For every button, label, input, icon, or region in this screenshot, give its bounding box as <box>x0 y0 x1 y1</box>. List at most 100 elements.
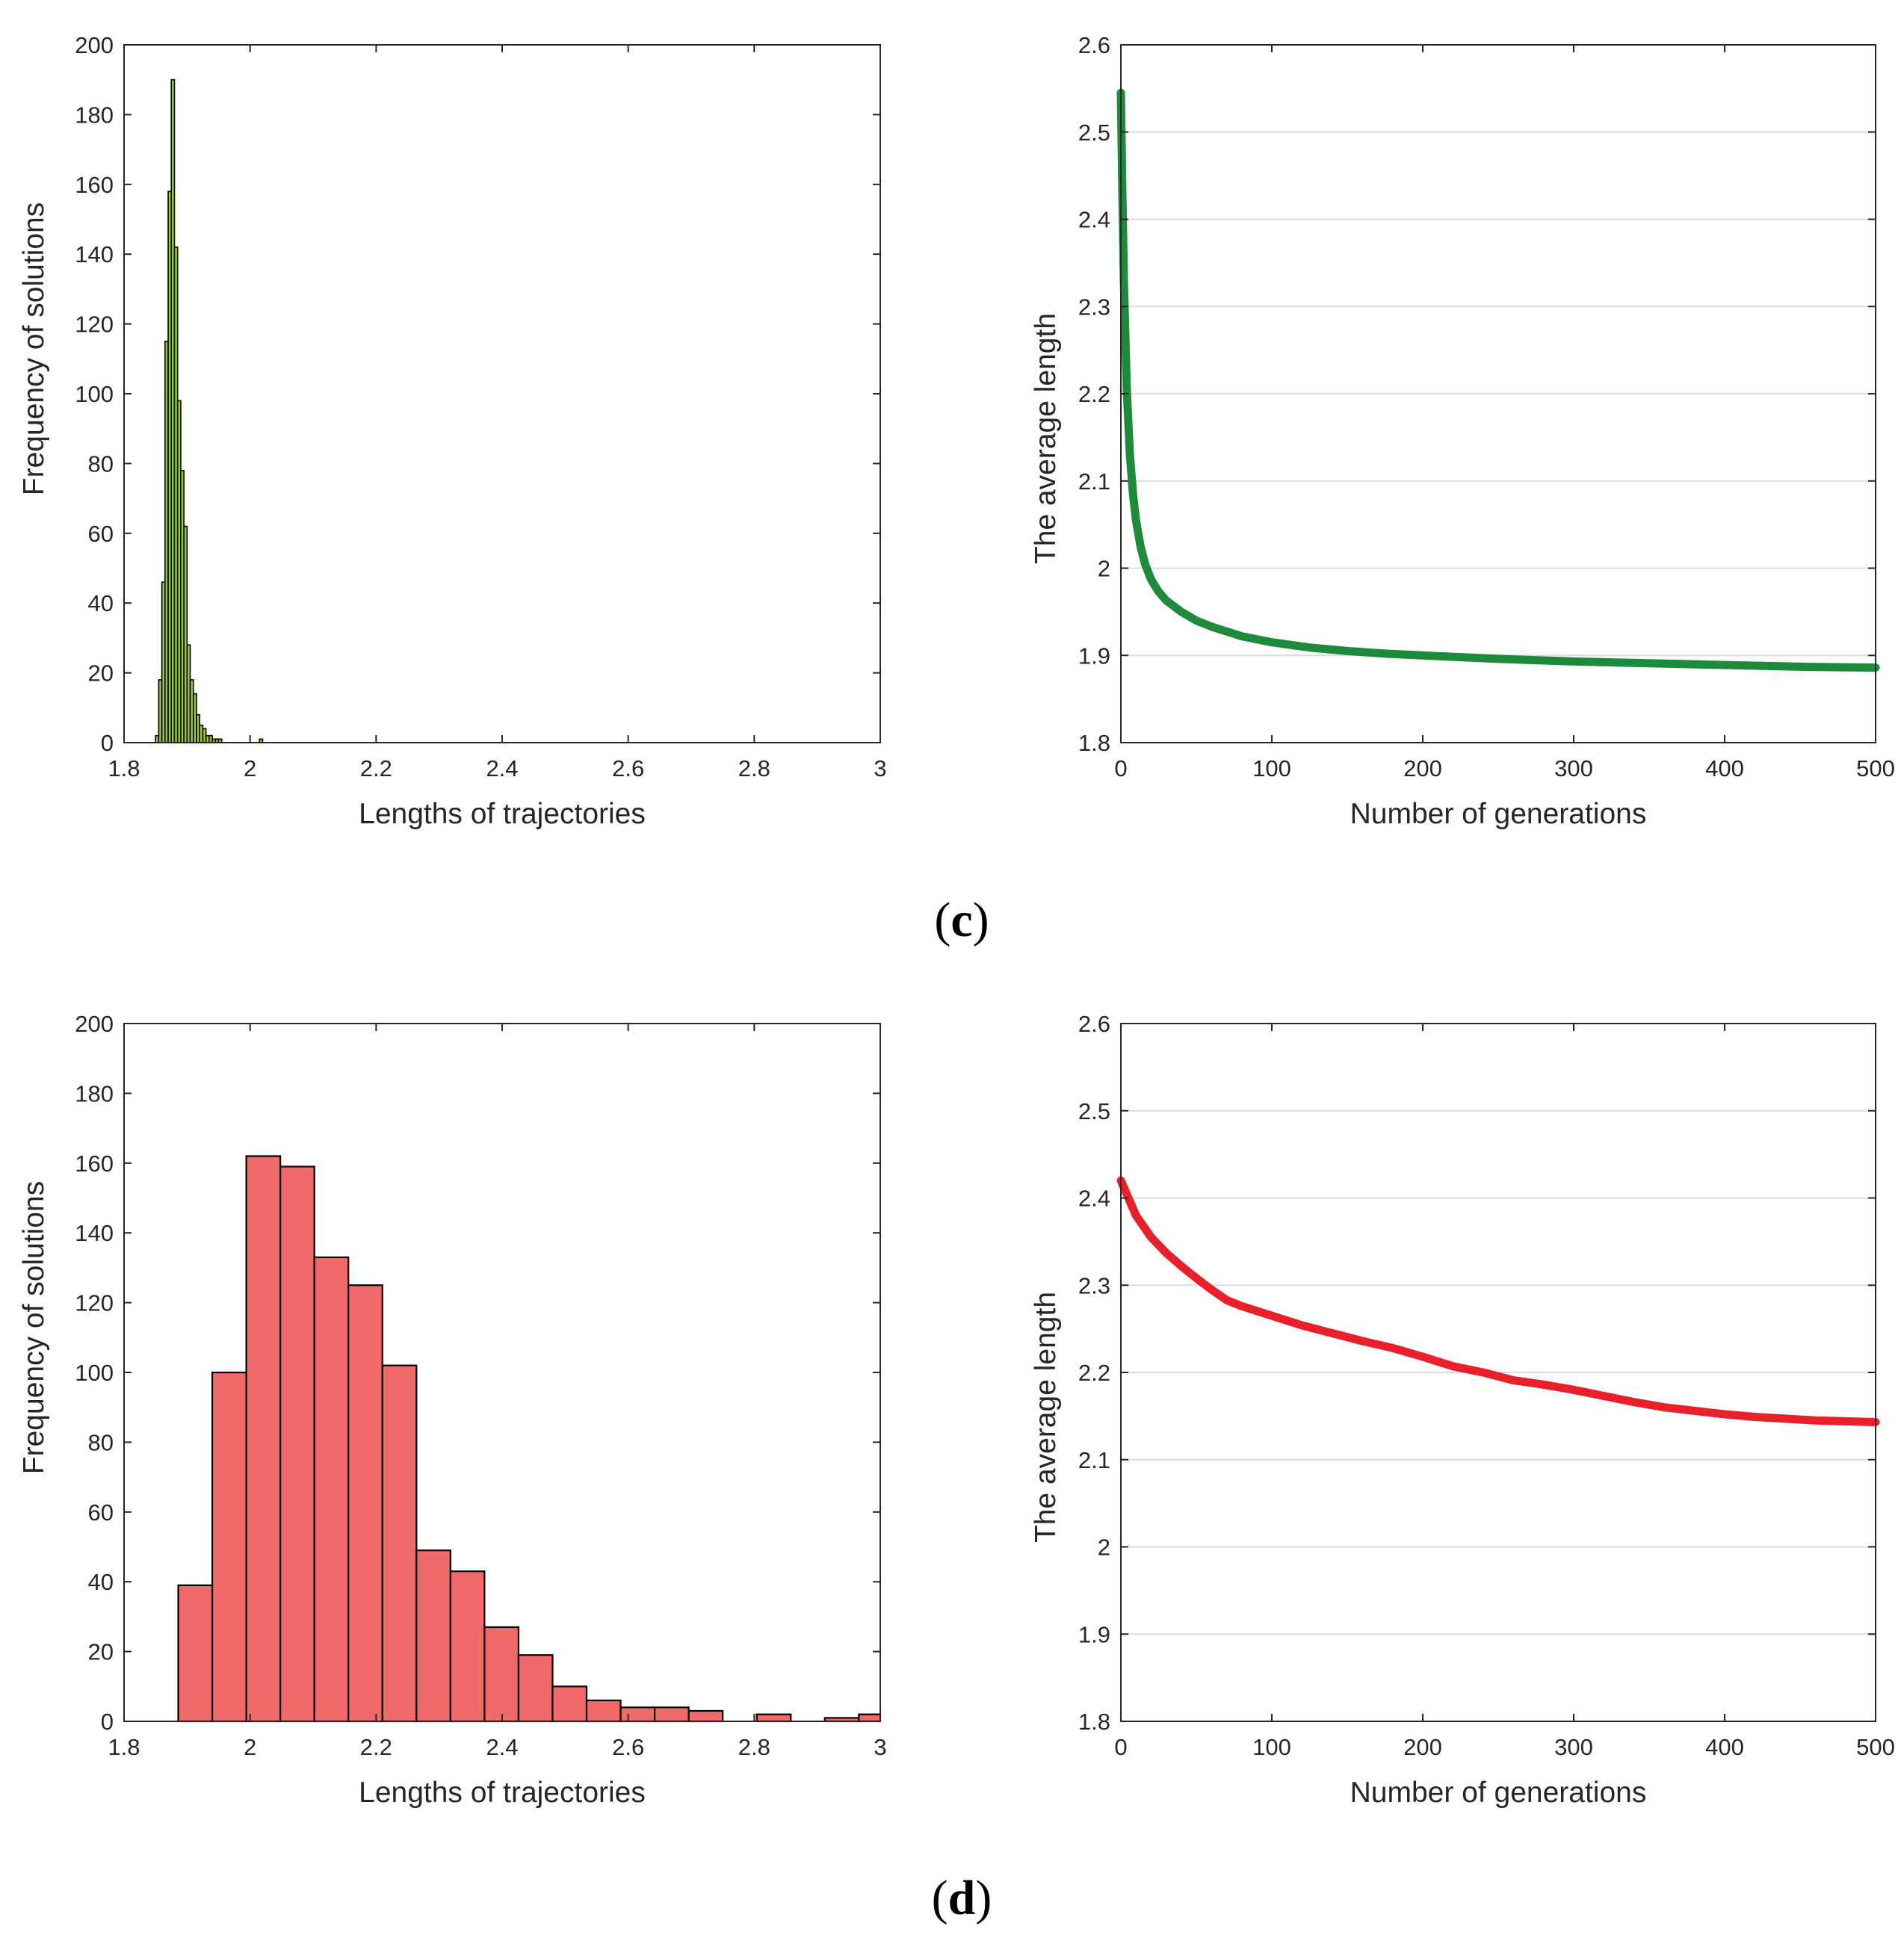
y-tick-label: 100 <box>75 381 114 407</box>
x-tick-label: 3 <box>874 755 886 781</box>
x-tick-label: 2 <box>244 755 256 781</box>
y-tick-label: 80 <box>88 451 114 477</box>
y-tick-label: 2.5 <box>1078 1098 1110 1124</box>
y-tick-label: 1.9 <box>1078 1621 1110 1647</box>
y-tick-label: 120 <box>75 1290 114 1316</box>
x-tick-label: 2.8 <box>738 1734 770 1760</box>
y-tick-label: 100 <box>75 1360 114 1386</box>
y-tick-label: 40 <box>88 1569 114 1595</box>
x-axis-label: Lengths of trajectories <box>359 1777 646 1809</box>
x-tick-label: 200 <box>1403 755 1442 781</box>
x-tick-label: 2.4 <box>486 1734 518 1760</box>
x-axis-label: Number of generations <box>1350 1777 1647 1809</box>
y-tick-label: 20 <box>88 1639 114 1665</box>
y-tick-label: 140 <box>75 241 114 267</box>
y-tick-label: 2.3 <box>1078 1272 1110 1298</box>
y-tick-label: 140 <box>75 1220 114 1246</box>
histogram-bar <box>483 1626 520 1723</box>
histogram-bar <box>585 1699 622 1723</box>
line-chart-d: 0 100 200 300 400 500 1.8 1.9 2 2.1 2.2 2.3 2.4 2.5 2.… <box>1030 1011 1895 1809</box>
line-chart-c: 0 100 200 300 400 500 1.8 1.9 2 2.1 2.2 2.3 2.4 2.5 2.… <box>1030 32 1895 830</box>
y-tick-label: 2.3 <box>1078 294 1110 320</box>
histogram-chart-d: 1.8 2 2.2 2.4 2.6 2.8 3 0 20 40 60 80 100 120 140 160 18… <box>18 1011 887 1809</box>
histogram-bar <box>177 1584 214 1723</box>
y-tick-label: 1.8 <box>1078 1709 1110 1735</box>
x-tick-label: 2.8 <box>738 755 770 781</box>
histogram-bar <box>551 1685 588 1723</box>
histogram-bar <box>858 1713 882 1723</box>
y-tick-label: 1.9 <box>1078 643 1110 669</box>
histogram-bar <box>313 1256 350 1723</box>
histogram-bar <box>415 1550 451 1723</box>
y-tick-label: 60 <box>88 1499 114 1526</box>
y-tick-label: 40 <box>88 590 114 616</box>
panel-label-d: (d) <box>932 1871 992 1925</box>
y-tick-label: 20 <box>88 660 114 687</box>
y-tick-label: 200 <box>75 32 114 58</box>
y-tick-label: 2.5 <box>1078 120 1110 146</box>
x-axis-label: Number of generations <box>1350 798 1647 830</box>
y-tick-label: 200 <box>75 1011 114 1037</box>
histogram-bar <box>347 1284 383 1723</box>
histogram-bar <box>279 1165 315 1723</box>
x-tick-label: 3 <box>874 1734 886 1760</box>
histogram-chart-c: 1.8 2 2.2 2.4 2.6 2.8 3 0 20 40 60 80 100 120 140 160 18… <box>18 32 887 830</box>
series-line <box>1116 1176 1880 1426</box>
x-tick-label: 2.6 <box>612 1734 644 1760</box>
y-tick-label: 180 <box>75 1080 114 1106</box>
histogram-bar <box>211 1371 247 1723</box>
x-tick-label: 400 <box>1705 1734 1744 1760</box>
x-tick-label: 300 <box>1554 755 1593 781</box>
y-tick-label: 2 <box>1098 1535 1110 1561</box>
histogram-bar <box>687 1709 724 1723</box>
series-line <box>1116 88 1880 672</box>
y-axis-label: The average length <box>1030 1292 1062 1543</box>
x-tick-label: 200 <box>1403 1734 1442 1760</box>
histogram-bar <box>755 1713 792 1723</box>
y-tick-label: 2.1 <box>1078 1447 1110 1473</box>
y-tick-label: 2.6 <box>1078 1011 1110 1037</box>
panel-label-c: (c) <box>934 893 989 947</box>
y-tick-label: 2.6 <box>1078 32 1110 58</box>
x-tick-label: 500 <box>1856 755 1895 781</box>
histogram-bar <box>381 1364 418 1723</box>
y-tick-label: 0 <box>101 730 114 756</box>
x-tick-label: 2.4 <box>486 755 518 781</box>
x-tick-label: 2.2 <box>360 1734 392 1760</box>
y-tick-label: 80 <box>88 1429 114 1455</box>
x-axis-label: Lengths of trajectories <box>359 798 646 830</box>
y-tick-label: 2.2 <box>1078 1360 1110 1386</box>
x-tick-label: 100 <box>1252 755 1291 781</box>
y-tick-label: 2.2 <box>1078 381 1110 407</box>
x-tick-label: 2.2 <box>360 755 392 781</box>
x-tick-label: 2 <box>244 1734 256 1760</box>
y-tick-label: 0 <box>101 1709 114 1735</box>
y-tick-label: 2.4 <box>1078 207 1110 233</box>
y-axis-label: Frequency of solutions <box>18 1181 50 1474</box>
histogram-bar <box>517 1654 554 1723</box>
x-tick-label: 0 <box>1114 755 1127 781</box>
plot-area <box>124 45 880 743</box>
x-tick-label: 0 <box>1114 1734 1127 1760</box>
y-tick-label: 180 <box>75 102 114 128</box>
histogram-bar <box>653 1706 690 1723</box>
x-tick-label: 400 <box>1705 755 1744 781</box>
x-tick-label: 2.6 <box>612 755 644 781</box>
x-tick-label: 1.8 <box>108 755 140 781</box>
y-tick-label: 160 <box>75 1151 114 1177</box>
histogram-bar <box>245 1155 282 1723</box>
y-axis-label: Frequency of solutions <box>18 202 50 495</box>
y-tick-label: 1.8 <box>1078 730 1110 756</box>
y-tick-label: 2.1 <box>1078 468 1110 495</box>
x-tick-label: 1.8 <box>108 1734 140 1760</box>
y-tick-label: 160 <box>75 172 114 198</box>
y-tick-label: 2 <box>1098 556 1110 582</box>
x-tick-label: 300 <box>1554 1734 1593 1760</box>
y-axis-label: The average length <box>1030 313 1062 564</box>
y-tick-label: 60 <box>88 521 114 547</box>
x-tick-label: 100 <box>1252 1734 1291 1760</box>
y-tick-label: 120 <box>75 312 114 338</box>
x-tick-label: 500 <box>1856 1734 1895 1760</box>
y-tick-label: 2.4 <box>1078 1186 1110 1212</box>
